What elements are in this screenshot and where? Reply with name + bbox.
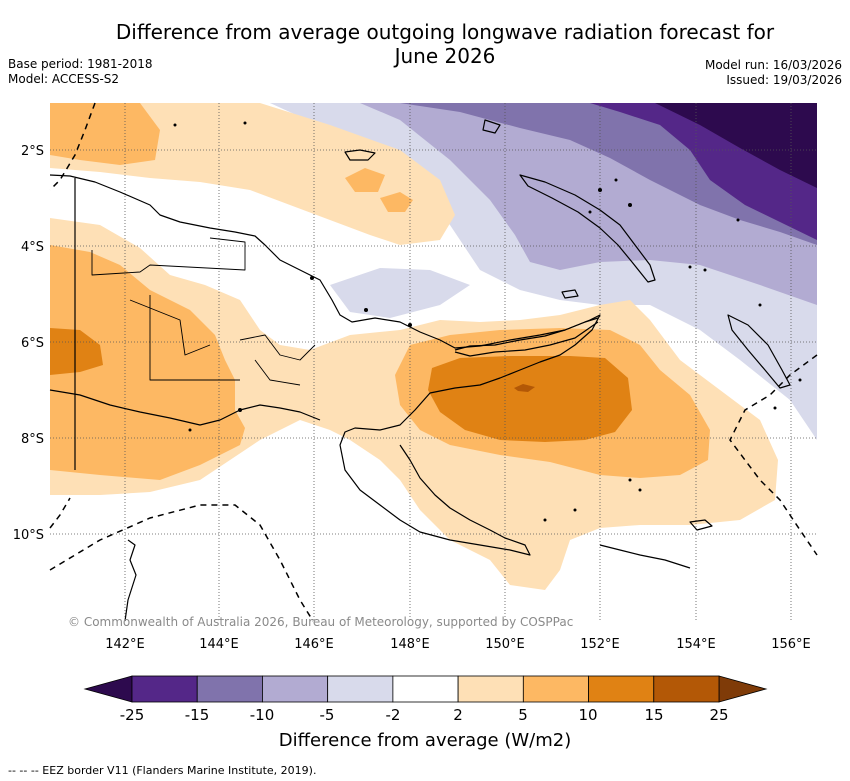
lat-label: 4°S — [21, 240, 44, 255]
lon-labels: 142°E 144°E 146°E 148°E 150°E 152°E 154°… — [105, 637, 811, 652]
anomaly-field — [50, 103, 817, 621]
lat-label: 2°S — [21, 144, 44, 159]
anomaly-pos-10-west — [50, 328, 103, 375]
manus — [344, 149, 376, 161]
colorbar — [83, 675, 768, 703]
lon-label: 148°E — [390, 637, 430, 652]
base-period: Base period: 1981-2018 — [8, 57, 153, 71]
louisiade — [599, 544, 691, 569]
colorbar-cell — [588, 675, 655, 703]
colorbar-tick: 15 — [644, 706, 663, 724]
colorbar-cell — [196, 675, 263, 703]
anomaly-pos-5-patch-a — [345, 168, 385, 192]
anomaly-pos-15-patch — [514, 384, 535, 392]
colorbar-tick: -2 — [386, 706, 401, 724]
model-run: Model run: 16/03/2026 — [704, 58, 842, 72]
new-guinea-coast — [49, 174, 601, 556]
colorbar-tick: -5 — [320, 706, 335, 724]
lat-labels: 2°S 4°S 6°S 8°S 10°S — [13, 144, 44, 543]
lon-label: 154°E — [676, 637, 716, 652]
torres-islands — [124, 539, 137, 622]
colorbar-tick: 25 — [709, 706, 728, 724]
bougainville — [727, 314, 791, 389]
colorbar-cell — [392, 675, 459, 703]
anomaly-neg-25 — [655, 103, 817, 188]
colorbar-cell — [262, 675, 329, 703]
lat-label: 8°S — [21, 432, 44, 447]
meta-left: Base period: 1981-2018 Model: ACCESS-S2 — [8, 57, 153, 87]
colorbar-tick: 10 — [578, 706, 597, 724]
woodlark — [689, 519, 713, 531]
province-lines — [91, 237, 316, 386]
colorbar-title: Difference from average (W/m2) — [278, 730, 572, 751]
colorbar-tick: -25 — [120, 706, 145, 724]
small-islands — [173, 121, 802, 522]
coastlines — [49, 119, 791, 622]
colorbar-tick: 5 — [518, 706, 528, 724]
new-britain — [454, 317, 599, 357]
lat-label: 10°S — [13, 528, 44, 543]
eez-legend-note: -- -- -- EEZ border V11 (Flanders Marine… — [8, 764, 317, 777]
lon-label: 146°E — [294, 637, 334, 652]
colorbar-cell — [327, 675, 394, 703]
lon-label: 150°E — [485, 637, 525, 652]
model-name: Model: ACCESS-S2 — [8, 72, 120, 86]
meta-right: Model run: 16/03/2026 Issued: 19/03/2026 — [705, 58, 842, 88]
anomaly-pos-5-west — [50, 245, 245, 480]
anomaly-pos-5-patch-b — [380, 192, 413, 212]
colorbar-extend-low — [83, 675, 133, 703]
colorbar-cell — [522, 675, 589, 703]
lon-label: 156°E — [771, 637, 811, 652]
colorbar-tick: -15 — [185, 706, 210, 724]
anomaly-pos-10-east — [428, 356, 632, 442]
colorbar-ticks: -25 -15 -10 -5 -2 2 5 10 15 25 — [120, 706, 729, 724]
graticule — [50, 103, 817, 621]
lon-label: 144°E — [199, 637, 239, 652]
copyright-notice: © Commonwealth of Australia 2026, Bureau… — [68, 615, 573, 629]
lat-label: 6°S — [21, 336, 44, 351]
eez-borders — [49, 102, 818, 622]
lon-label: 152°E — [580, 637, 620, 652]
colorbar-cell — [131, 675, 198, 703]
issued-date: Issued: 19/03/2026 — [726, 73, 842, 87]
colorbar-extend-high — [718, 675, 768, 703]
lon-label: 142°E — [105, 637, 145, 652]
anomaly-pos-5-north — [50, 103, 160, 165]
south-coast — [49, 389, 321, 426]
colorbar-tick: -10 — [250, 706, 275, 724]
trobriand — [561, 289, 579, 299]
anomaly-neg-2-patch — [330, 268, 470, 318]
new-hanover — [482, 119, 501, 134]
new-ireland — [519, 174, 656, 283]
colorbar-cell — [457, 675, 524, 703]
colorbar-tick: 2 — [453, 706, 463, 724]
colorbar-cell — [653, 675, 720, 703]
map-title: Difference from average outgoing longwav… — [115, 20, 775, 68]
